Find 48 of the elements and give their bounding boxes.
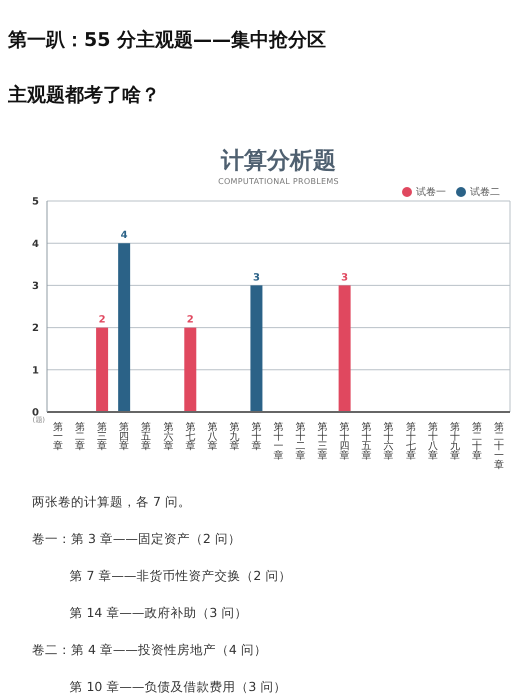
data-label: 2: [98, 314, 106, 326]
x-tick-label: 第十二章: [296, 421, 306, 462]
data-label: 3: [341, 272, 348, 284]
y-tick-label: 2: [32, 323, 40, 334]
bar: [250, 285, 262, 412]
x-tick-label: 第三章: [97, 421, 108, 452]
bar: [118, 243, 130, 412]
x-tick-label: 第四章: [119, 421, 130, 452]
text: 第 7 章——非货币性资产交换（2 问）: [70, 567, 292, 585]
x-tick-label: 第十六章: [384, 421, 394, 462]
x-tick-label: 第六章: [163, 421, 174, 452]
y-tick-label: 5: [32, 196, 40, 208]
x-tick-label: 第十三章: [318, 421, 328, 462]
x-tick-label: 第二十一章: [494, 421, 504, 471]
x-tick-label: 第十九章: [450, 421, 460, 462]
y-tick-label: 3: [32, 280, 40, 292]
text: 两张卷的计算题，各 7 问。: [32, 493, 191, 511]
x-tick-label: 第十四章: [340, 421, 350, 462]
x-tick-label: 第十八章: [428, 421, 438, 462]
x-tick-label: 第十七章: [406, 421, 416, 462]
y-tick-label: 1: [32, 365, 40, 376]
y-tick-label: 4: [32, 238, 40, 250]
x-tick-label: 第十章: [251, 421, 262, 452]
data-label: 3: [252, 272, 260, 284]
x-tick-label: 第九章: [229, 421, 240, 452]
text: 第 10 章——负债及借款费用（3 问）: [70, 678, 286, 696]
data-label: 4: [120, 230, 128, 242]
x-tick-label: 第二章: [75, 421, 86, 452]
text: 主观题都考了啥？: [8, 83, 160, 107]
x-tick-label: 第十一章: [274, 421, 284, 462]
x-tick-label: 第二十章: [472, 421, 482, 462]
x-tick-label: 第七章: [185, 421, 196, 452]
legend-label: 试卷二: [470, 187, 500, 198]
x-tick-label: 第五章: [141, 421, 152, 452]
legend-label: 试卷一: [416, 187, 446, 198]
x-tick-label: 第十五章: [362, 421, 372, 462]
data-label: 2: [186, 314, 194, 326]
chart-subtitle: COMPUTATIONAL PROBLEMS: [217, 177, 340, 187]
bar: [184, 328, 196, 412]
text: 卷一：第 3 章——固定资产（2 问）: [32, 530, 241, 548]
x-tick-label: 第八章: [207, 421, 218, 452]
chart-title: 计算分析题: [220, 147, 337, 175]
bar: [96, 328, 108, 412]
text: 第一趴：55 分主观题——集中抢分区: [8, 28, 326, 52]
x-tick-label: 第一章: [53, 421, 64, 452]
bar: [338, 285, 351, 412]
text: 卷二：第 4 章——投资性房地产（4 问）: [32, 641, 267, 659]
text: 第 14 章——政府补助（3 问）: [70, 604, 248, 622]
